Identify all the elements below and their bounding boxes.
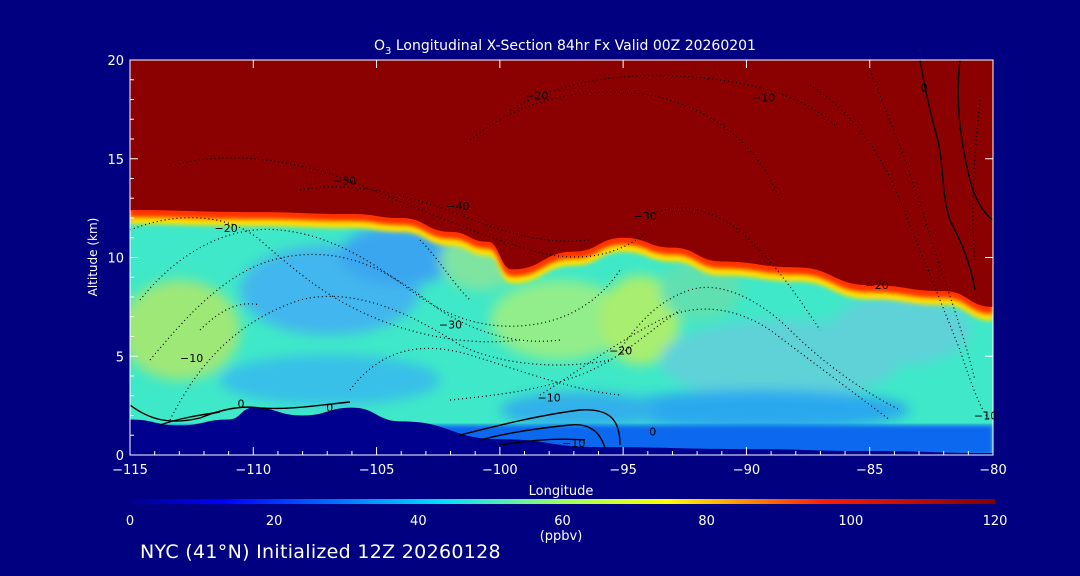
x-tick-label: −90 (733, 463, 760, 478)
x-tick-label: −115 (112, 463, 148, 478)
y-tick-label: 5 (116, 350, 124, 365)
dotted-contours (130, 69, 991, 421)
x-axis: −115 −110 −105 −100 −95 −90 −85 −80 (112, 60, 1007, 478)
plot-area (130, 60, 993, 455)
contour-label: 0 (326, 402, 333, 415)
contour-label: −10 (538, 392, 561, 405)
colorbar-unit: (ppbv) (540, 529, 583, 544)
y-tick-label: 0 (116, 449, 124, 464)
colorbar-ticks: 0 20 40 60 80 100 120 (126, 514, 1008, 529)
x-tick-label: −95 (609, 463, 636, 478)
y-tick-label: 20 (107, 54, 124, 69)
contour-label: −20 (525, 90, 548, 103)
x-tick-label: −85 (856, 463, 883, 478)
contour-label: 0 (649, 425, 656, 438)
y-axis: 0 5 10 15 20 (107, 54, 993, 464)
contour-label: 0 (920, 82, 927, 95)
contour-label: −20 (866, 279, 889, 292)
solid-contours (130, 60, 993, 449)
colorbar (130, 499, 995, 504)
x-tick-label: −80 (979, 463, 1006, 478)
contour-label: −40 (446, 200, 469, 213)
y-tick-label: 10 (107, 252, 124, 267)
colorbar-tick-label: 80 (698, 514, 715, 529)
colorbar-tick-label: 60 (554, 514, 571, 529)
colorbar-tick-label: 0 (126, 514, 134, 529)
caption: NYC (41°N) Initialized 12Z 20260128 (140, 541, 501, 563)
contour-labels: −20 −10 0 −30 −40 −30 −20 −30 −20 −20 −10 −10 −10 −10… (180, 82, 997, 450)
contour-label: −30 (439, 319, 462, 332)
colorbar-tick-label: 20 (266, 514, 283, 529)
contour-label: −20 (609, 344, 632, 357)
y-axis-label: Altitude (km) (86, 218, 100, 297)
colorbar-tick-label: 120 (983, 514, 1008, 529)
contour-label: −20 (215, 222, 238, 235)
contour-label: −10 (180, 352, 203, 365)
contour-label: 0 (237, 398, 244, 411)
terrain (130, 407, 993, 455)
x-tick-label: −100 (482, 463, 518, 478)
x-axis-label: Longitude (529, 484, 594, 499)
contour-label: −10 (752, 92, 775, 105)
x-tick-label: −110 (235, 463, 271, 478)
colorbar-tick-label: 100 (838, 514, 863, 529)
contour-label: −30 (333, 174, 356, 187)
contour-label: −10 (562, 437, 585, 450)
x-tick-label: −105 (359, 463, 395, 478)
contour-label: −10 (974, 410, 997, 423)
contour-label: −30 (634, 210, 657, 223)
stratosphere-fill (130, 60, 993, 307)
y-tick-label: 15 (107, 153, 124, 168)
colorbar-tick-label: 40 (410, 514, 427, 529)
chart-title: O3 Longitudinal X-Section 84hr Fx Valid … (374, 38, 756, 57)
